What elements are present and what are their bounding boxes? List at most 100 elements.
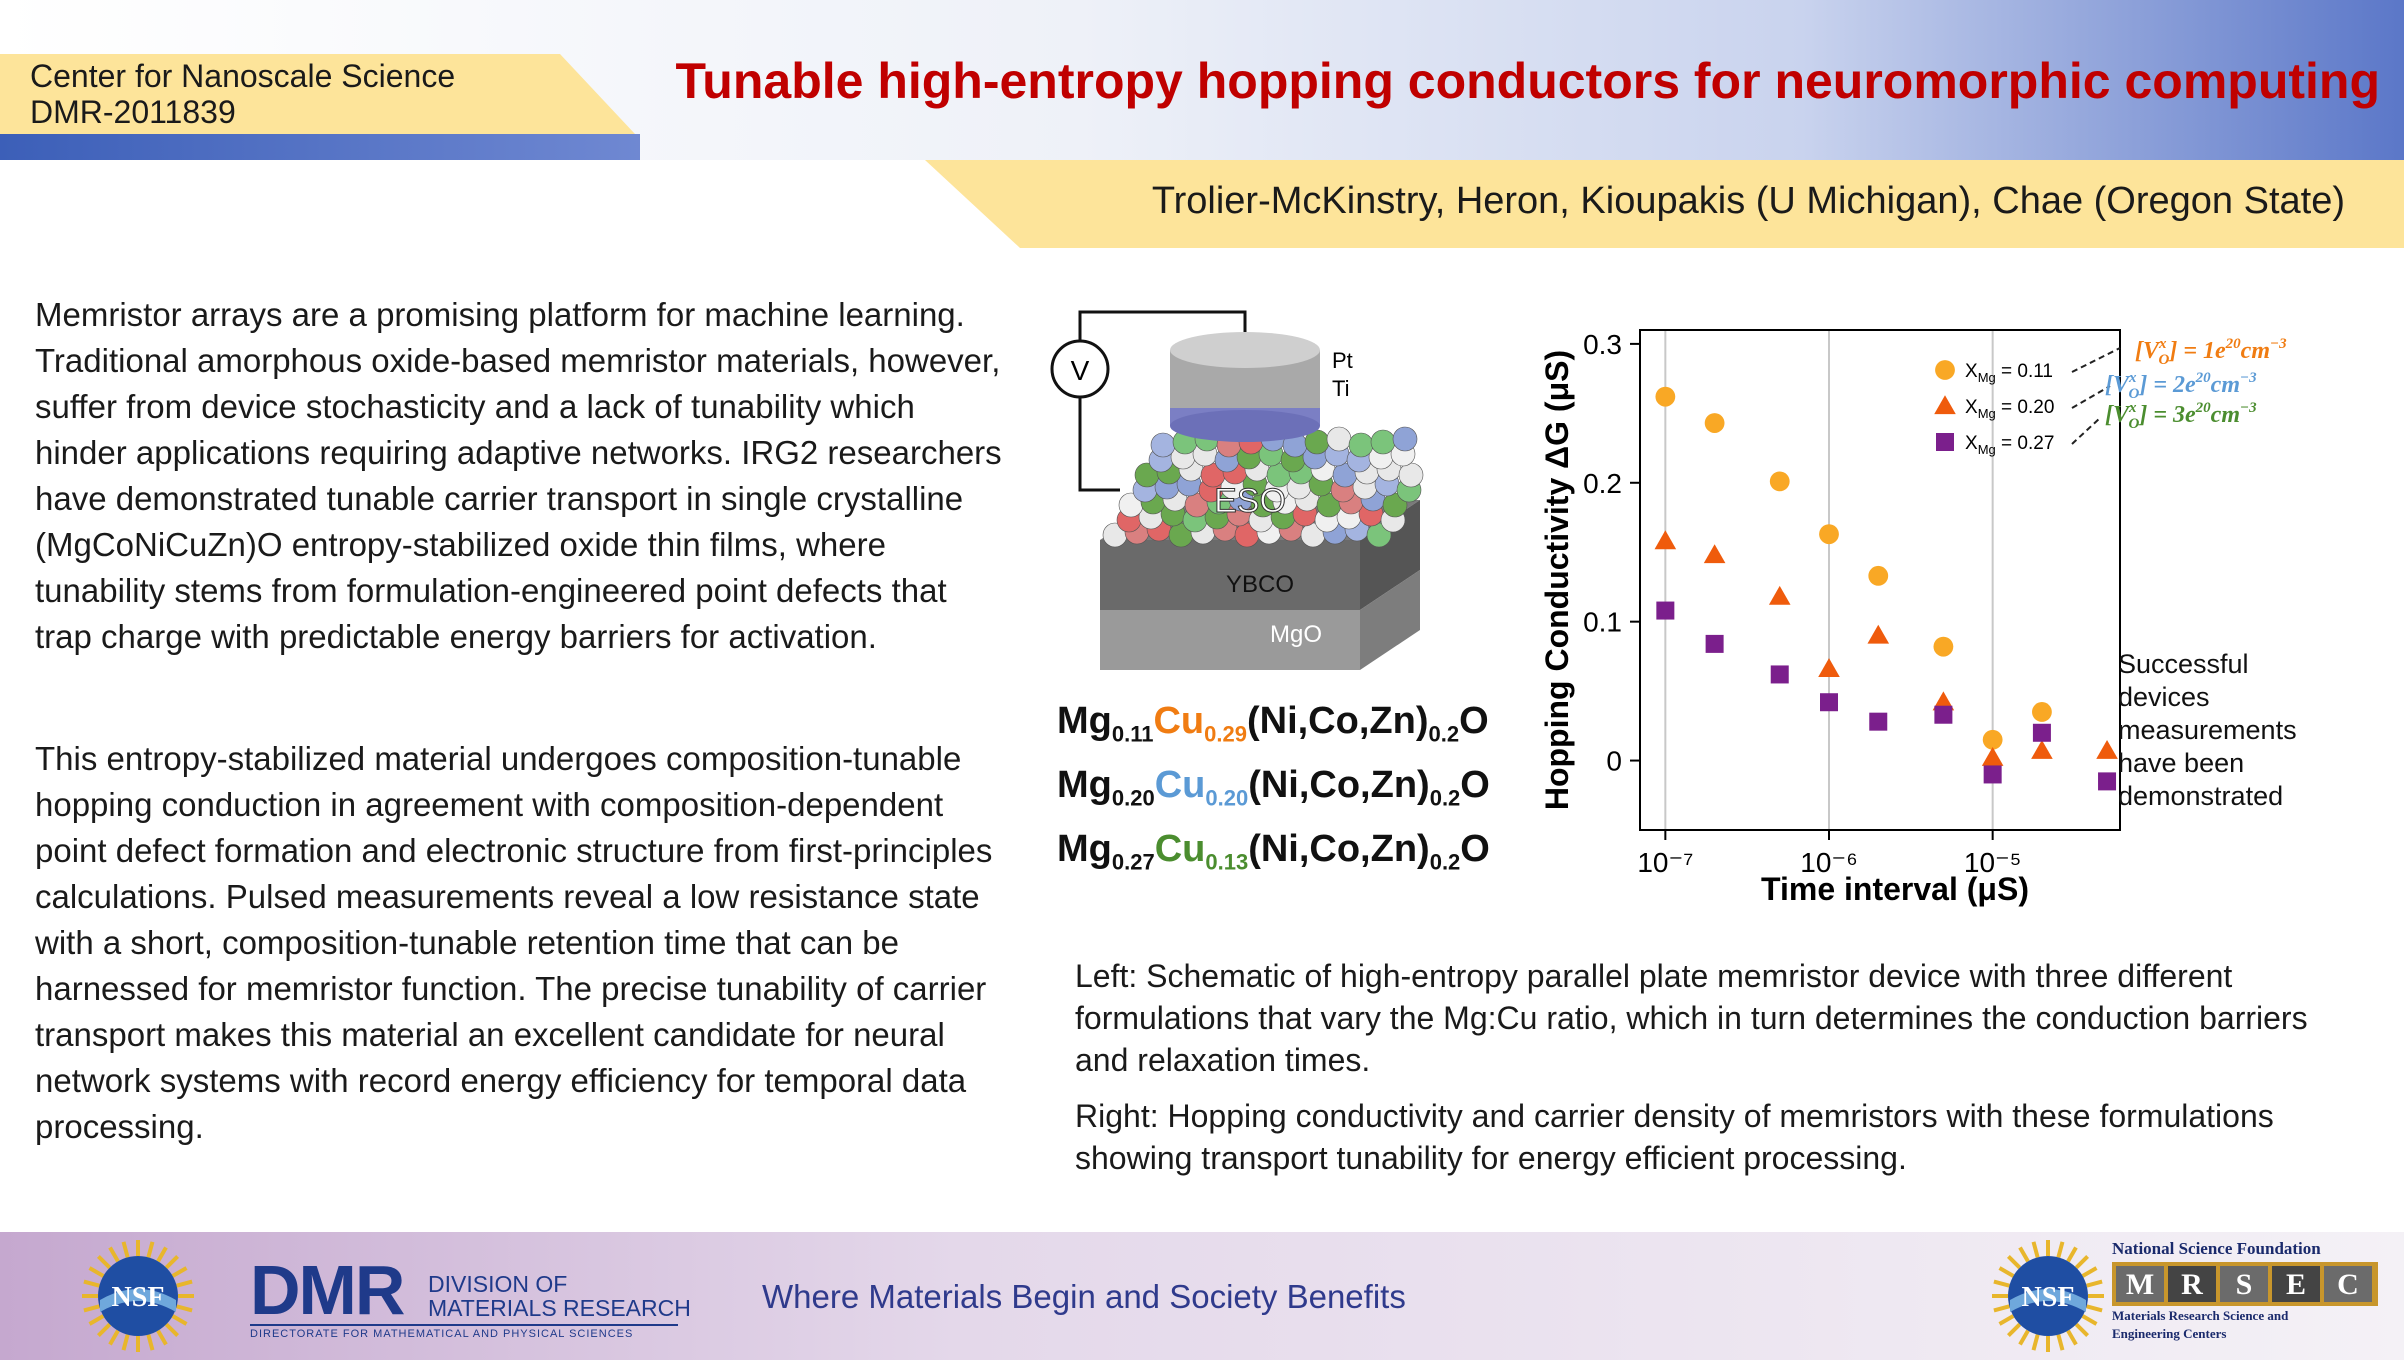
circuit-wire-top bbox=[1078, 310, 1247, 340]
nsf-ray bbox=[171, 1266, 188, 1278]
legend-leader bbox=[2071, 347, 2121, 373]
data-point-circle bbox=[1655, 386, 1676, 407]
nsf-ray bbox=[146, 1334, 155, 1351]
data-point-circle bbox=[1819, 524, 1839, 545]
ybco-label: YBCO bbox=[1226, 571, 1294, 598]
mrsec-letter: E bbox=[2286, 1268, 2306, 1301]
mgo-label: MgO bbox=[1270, 621, 1322, 648]
data-point-circle bbox=[1933, 636, 1954, 657]
data-point-circle bbox=[1982, 729, 2003, 750]
svg-text:NSF: NSF bbox=[2022, 1282, 2075, 1313]
voltmeter-icon bbox=[1050, 339, 1110, 399]
dmr-rule bbox=[250, 1324, 678, 1326]
nsf-ray bbox=[2086, 1279, 2103, 1288]
nsf-ray bbox=[2006, 1254, 2022, 1270]
chart-note-line: have been bbox=[2118, 748, 2245, 778]
nsf-ray bbox=[164, 1322, 180, 1338]
legend-label: XMg = 0.27 bbox=[1965, 433, 2054, 457]
data-point-square bbox=[1983, 765, 2002, 784]
nsf-ray bbox=[96, 1254, 112, 1270]
y-tick-label: 0.3 bbox=[1583, 329, 1622, 360]
mrsec-letter: R bbox=[2181, 1268, 2203, 1301]
data-point-triangle bbox=[1818, 658, 1840, 677]
caption-left-label: Left: bbox=[1075, 958, 1138, 994]
pt-label: Pt bbox=[1332, 348, 1353, 373]
svg-text:NSF: NSF bbox=[112, 1282, 165, 1313]
eso-atom bbox=[1370, 429, 1396, 455]
data-point-triangle bbox=[2096, 740, 2118, 759]
nsf-ray bbox=[121, 1241, 130, 1258]
x-axis-ticks: 10⁻⁷ 10⁻⁶ 10⁻⁵ bbox=[1637, 830, 2021, 878]
data-point-circle bbox=[2032, 702, 2052, 722]
y-axis-label: Hopping Conductivity ΔG (μS) bbox=[1539, 350, 1575, 810]
nsf-ray bbox=[108, 1246, 120, 1263]
legend-leader bbox=[2071, 417, 2101, 445]
mgo-side bbox=[1360, 570, 1420, 670]
y-tick-label: 0 bbox=[1606, 746, 1622, 777]
center-name: Center for Nanoscale Science DMR-2011839 bbox=[30, 58, 455, 130]
nsf-ray bbox=[2056, 1334, 2065, 1351]
nsf-ray bbox=[1998, 1314, 2015, 1326]
footer-tagline: Where Materials Begin and Society Benefi… bbox=[762, 1278, 1406, 1315]
nsf-ray bbox=[164, 1254, 180, 1270]
data-point-circle bbox=[1769, 471, 1790, 492]
page-title: Tunable high-entropy hopping conductors … bbox=[675, 53, 2380, 109]
authors-line: Trolier-McKinstry, Heron, Kioupakis (U M… bbox=[1151, 180, 2345, 222]
voltmeter-label: V bbox=[1071, 355, 1090, 386]
caption-right-text: Hopping conductivity and carrier density… bbox=[1075, 1098, 2274, 1176]
data-point-square bbox=[2032, 723, 2051, 742]
data-points bbox=[1654, 386, 2118, 791]
chart-note-line: devices bbox=[2118, 682, 2210, 712]
nsf-ray bbox=[2031, 1241, 2040, 1258]
nsf-ray bbox=[156, 1246, 168, 1263]
mrsec-letter: S bbox=[2236, 1268, 2253, 1301]
header-blue-stripe bbox=[0, 134, 640, 160]
data-point-triangle bbox=[1932, 691, 1955, 711]
data-point-square bbox=[1656, 601, 1675, 620]
vacancy-annotation: [Vx O] = 2e20cm−3 bbox=[2105, 370, 2257, 402]
eso-label: ESO bbox=[1214, 482, 1286, 520]
plot-frame bbox=[1639, 329, 2121, 831]
memristor-schematic: V Pt Ti ESO YBCO MgO bbox=[1050, 310, 1424, 670]
data-point-square bbox=[1869, 712, 1888, 731]
data-point-square bbox=[1820, 693, 1839, 712]
data-point-triangle bbox=[1703, 544, 1726, 564]
eso-atom bbox=[1150, 432, 1176, 458]
dmr-logo-text: DMR bbox=[250, 1251, 405, 1329]
caption-left: Left: Schematic of high-entropy parallel… bbox=[1075, 955, 2365, 1081]
mrsec-letter-tile bbox=[2168, 1266, 2216, 1302]
legend-marker bbox=[1936, 433, 1954, 451]
center-award: DMR-2011839 bbox=[30, 94, 236, 130]
eso-atom bbox=[1348, 432, 1374, 458]
chart-note-line: demonstrated bbox=[2118, 781, 2284, 811]
mrsec-letter-tile bbox=[2272, 1266, 2320, 1302]
nsf-ray bbox=[2018, 1329, 2030, 1346]
header-center-banner bbox=[0, 54, 635, 134]
ybco-front bbox=[1100, 540, 1360, 610]
center-line1: Center for Nanoscale Science bbox=[30, 58, 456, 94]
nsf-ray bbox=[2081, 1266, 2098, 1278]
y-tick-label: 0.1 bbox=[1583, 607, 1622, 638]
data-point-triangle bbox=[2031, 740, 2053, 759]
x-tick-label: 10⁻⁷ bbox=[1637, 847, 1693, 878]
nsf-ray bbox=[156, 1329, 168, 1346]
data-point-square bbox=[1770, 665, 1789, 684]
data-point-triangle bbox=[1867, 624, 1890, 644]
caption-left-text: Schematic of high-entropy parallel plate… bbox=[1075, 958, 2308, 1078]
circuit-wire-bottom bbox=[1078, 398, 1120, 492]
chart-note-line: measurements bbox=[2118, 715, 2297, 745]
mrsec-letter-tile bbox=[2220, 1266, 2268, 1302]
nsf-ray bbox=[2031, 1334, 2040, 1351]
nsf-ray bbox=[2066, 1246, 2078, 1263]
chart-note-line: Successful bbox=[2118, 649, 2249, 679]
authors-banner bbox=[925, 160, 2404, 248]
ybco-side bbox=[1360, 500, 1420, 610]
nsf-ray bbox=[88, 1266, 105, 1278]
data-point-circle bbox=[1868, 565, 1889, 586]
eso-atom bbox=[1398, 462, 1424, 488]
data-point-square bbox=[1934, 705, 1953, 724]
data-point-triangle bbox=[1768, 585, 1791, 605]
x-axis-label: Time interval (μS) bbox=[1761, 871, 2029, 907]
nsf-ray bbox=[2018, 1246, 2030, 1263]
nsf-ray bbox=[121, 1334, 130, 1351]
